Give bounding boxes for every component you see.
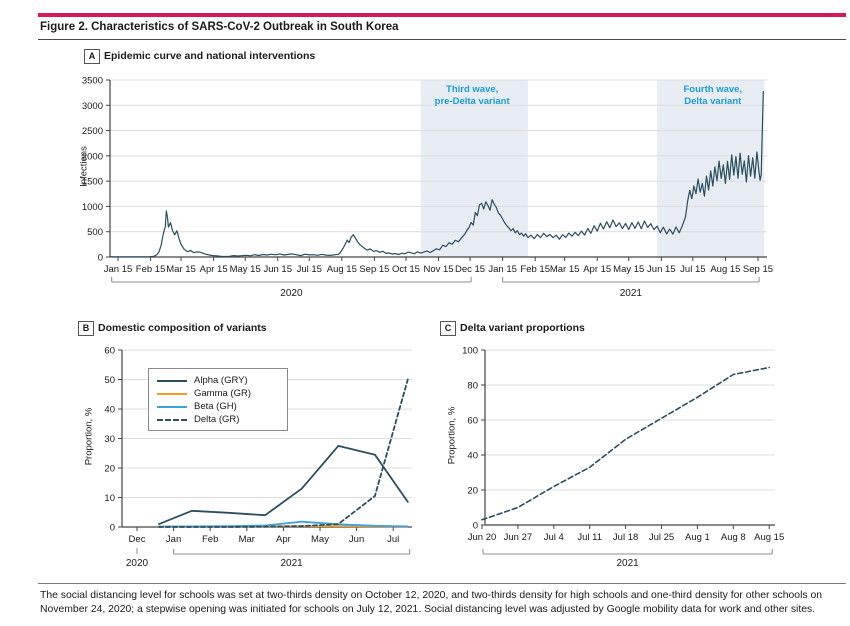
svg-text:Dec: Dec	[129, 534, 146, 545]
svg-text:Jul: Jul	[387, 534, 399, 545]
svg-text:Jul 4: Jul 4	[544, 532, 564, 543]
legend-item-gamma: Gamma (GR)	[157, 387, 281, 400]
legend-line-gamma	[157, 392, 187, 395]
svg-text:20: 20	[104, 464, 115, 475]
svg-text:Fourth wave,: Fourth wave,	[684, 84, 743, 95]
epidemic-curve-chart: 0 500 1000 1500 2000 2500 3000 3500 Jan 15 Feb 15…	[68, 70, 792, 310]
legend-label-alpha: Alpha (GRY)	[194, 375, 248, 386]
svg-text:Jan 15: Jan 15	[104, 264, 133, 275]
svg-text:20: 20	[467, 486, 478, 497]
variant-composition-chart: 0 10 20 30 40 50 60 Dec Jan Feb Mar Apr May Jun Jul 202…	[68, 318, 438, 590]
svg-text:Third wave,: Third wave,	[446, 84, 498, 95]
svg-text:100: 100	[462, 346, 478, 357]
legend-item-alpha: Alpha (GRY)	[157, 374, 281, 387]
svg-text:2021: 2021	[281, 558, 304, 569]
svg-text:3500: 3500	[82, 76, 103, 87]
title-divider	[38, 39, 846, 40]
svg-text:Apr 15: Apr 15	[200, 264, 228, 275]
svg-text:60: 60	[104, 346, 115, 357]
legend-item-beta: Beta (GH)	[157, 400, 281, 413]
legend-label-delta: Delta (GR)	[194, 414, 240, 425]
accent-bar	[38, 13, 846, 17]
svg-text:Nov 15: Nov 15	[423, 264, 453, 275]
footnote-divider	[38, 583, 846, 584]
svg-text:Mar 15: Mar 15	[550, 264, 580, 275]
svg-text:Jun 27: Jun 27	[504, 532, 533, 543]
svg-text:Feb 15: Feb 15	[136, 264, 166, 275]
legend-label-gamma: Gamma (GR)	[194, 388, 251, 399]
panel-c-letter-box: C	[440, 321, 456, 336]
svg-text:Aug 8: Aug 8	[721, 532, 746, 543]
svg-text:Jul 15: Jul 15	[297, 264, 322, 275]
svg-text:May: May	[311, 534, 329, 545]
svg-text:80: 80	[467, 381, 478, 392]
svg-text:Aug 15: Aug 15	[710, 264, 740, 275]
svg-text:0: 0	[473, 521, 478, 532]
svg-text:Jun 20: Jun 20	[468, 532, 497, 543]
svg-text:30: 30	[104, 434, 115, 445]
panel-a-letter-box: A	[84, 49, 100, 64]
svg-text:Sep 15: Sep 15	[359, 264, 389, 275]
svg-text:Oct 15: Oct 15	[392, 264, 420, 275]
svg-text:Apr 15: Apr 15	[583, 264, 611, 275]
svg-text:50: 50	[104, 375, 115, 386]
svg-text:1500: 1500	[82, 177, 103, 188]
legend-line-beta	[157, 405, 187, 408]
panel-c-title: Delta variant proportions	[460, 322, 585, 334]
svg-text:Jan: Jan	[166, 534, 181, 545]
svg-text:Jan 15: Jan 15	[488, 264, 517, 275]
svg-text:2021: 2021	[620, 288, 643, 299]
svg-text:2500: 2500	[82, 126, 103, 137]
panel-a-title: Epidemic curve and national intervention…	[104, 50, 316, 62]
svg-text:Mar: Mar	[239, 534, 255, 545]
footnote-text: The social distancing level for schools …	[40, 590, 823, 616]
svg-text:2000: 2000	[82, 151, 103, 162]
panel-b-title: Domestic composition of variants	[98, 322, 267, 334]
svg-text:0: 0	[110, 523, 115, 534]
svg-text:pre-Delta variant: pre-Delta variant	[435, 96, 511, 107]
svg-text:Aug 15: Aug 15	[754, 532, 784, 543]
svg-text:Aug 15: Aug 15	[327, 264, 357, 275]
svg-text:Jun: Jun	[349, 534, 364, 545]
svg-text:May 15: May 15	[613, 264, 644, 275]
legend-line-delta	[157, 418, 187, 421]
svg-text:10: 10	[104, 493, 115, 504]
svg-text:2020: 2020	[126, 558, 149, 569]
svg-text:60: 60	[467, 416, 478, 427]
svg-text:Dec 15: Dec 15	[455, 264, 485, 275]
svg-text:3000: 3000	[82, 101, 103, 112]
svg-text:Mar 15: Mar 15	[166, 264, 196, 275]
svg-text:Aug 1: Aug 1	[685, 532, 710, 543]
svg-text:1000: 1000	[82, 202, 103, 213]
svg-text:2020: 2020	[280, 288, 303, 299]
svg-text:Jul 25: Jul 25	[649, 532, 674, 543]
svg-text:Feb: Feb	[202, 534, 218, 545]
svg-text:Jul 11: Jul 11	[577, 532, 602, 543]
svg-text:Jun 15: Jun 15	[647, 264, 676, 275]
svg-text:500: 500	[87, 227, 103, 238]
svg-text:Delta variant: Delta variant	[684, 96, 742, 107]
svg-text:Jul 15: Jul 15	[680, 264, 705, 275]
svg-text:Feb 15: Feb 15	[520, 264, 550, 275]
svg-text:2021: 2021	[616, 558, 639, 569]
svg-text:May 15: May 15	[230, 264, 261, 275]
svg-text:Sep 15: Sep 15	[743, 264, 773, 275]
svg-text:40: 40	[467, 451, 478, 462]
legend-line-alpha	[157, 379, 187, 382]
figure-title: Figure 2. Characteristics of SARS-CoV-2 …	[40, 21, 399, 33]
panel-b-letter-box: B	[78, 321, 94, 336]
svg-text:40: 40	[104, 405, 115, 416]
legend-label-beta: Beta (GH)	[194, 401, 237, 412]
svg-text:Jun 15: Jun 15	[263, 264, 292, 275]
svg-text:0: 0	[98, 253, 103, 264]
variant-legend: Alpha (GRY) Gamma (GR) Beta (GH) Delta (…	[148, 368, 288, 431]
delta-proportions-chart: 0 20 40 60 80 100 Jun 20 Jun 27 Jul 4 Jul 11 Jul 1…	[435, 318, 840, 590]
legend-item-delta: Delta (GR)	[157, 413, 281, 426]
svg-text:Apr: Apr	[276, 534, 291, 545]
svg-text:Jul 18: Jul 18	[613, 532, 638, 543]
